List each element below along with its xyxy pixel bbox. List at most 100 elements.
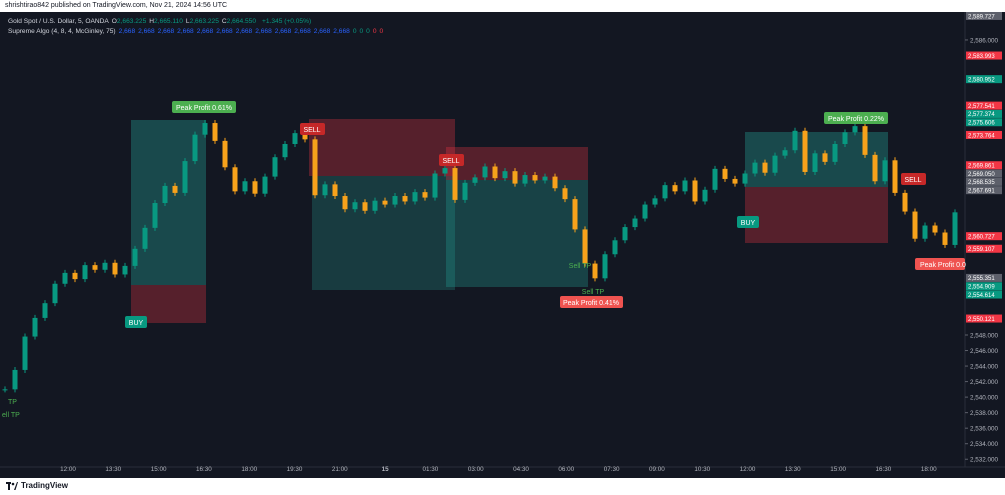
candle <box>142 227 148 249</box>
candle <box>262 176 268 194</box>
price-tag <box>966 186 1002 195</box>
x-tick-label: 06:00 <box>558 466 574 473</box>
candle <box>672 185 678 192</box>
candle <box>542 176 548 181</box>
signal-label: TP <box>8 399 17 406</box>
candle <box>392 196 398 205</box>
counter: 0 <box>352 28 357 35</box>
y-tick-label: 2,538.000 <box>970 410 999 417</box>
price-tag-label: 2,575.606 <box>968 121 995 127</box>
counter: 0 <box>372 28 377 35</box>
y-tick-label: 2,532.000 <box>970 457 999 464</box>
candle <box>62 272 68 284</box>
indicator-value: 2,668 <box>313 28 331 35</box>
candle <box>212 123 218 141</box>
candle <box>452 168 458 200</box>
price-tag-label: 2,569.050 <box>968 172 995 178</box>
candle <box>552 176 558 189</box>
candle <box>192 134 198 162</box>
indicator-value: 2,668 <box>177 28 194 35</box>
publisher-line: shrishtirao842 published on TradingView.… <box>5 2 228 9</box>
price-tag <box>966 161 1002 170</box>
candle <box>732 178 738 184</box>
candle <box>112 262 118 275</box>
candle <box>612 240 618 255</box>
signal-label: BUY <box>129 320 144 327</box>
candle <box>102 262 108 270</box>
candle <box>202 123 208 135</box>
x-tick-label: 15:00 <box>151 466 167 473</box>
price-tag <box>966 232 1002 241</box>
x-tick-label: 15 <box>382 466 390 473</box>
candle <box>662 185 668 199</box>
price-tag-label: 2,567.691 <box>968 188 995 194</box>
candle <box>772 155 778 173</box>
price-tag-label: 2,555.351 <box>968 276 995 282</box>
candle <box>322 184 328 196</box>
candle <box>492 166 498 179</box>
signal-label: SELL <box>303 127 320 134</box>
price-tag-label: 2,577.374 <box>968 112 995 118</box>
signal-label: BUY <box>741 220 756 227</box>
signal-label: Peak Profit 0.22% <box>828 116 884 123</box>
indicator-row: Supreme Algo (4, 8, 4, McGinley, 75) 2,66… <box>8 27 389 37</box>
candle <box>432 173 438 198</box>
indicator-value: 2,668 <box>333 28 350 35</box>
x-tick-label: 18:00 <box>921 466 937 473</box>
candle <box>162 185 168 204</box>
candle <box>752 162 758 174</box>
signal-label: SELL <box>904 177 921 184</box>
symbol: Gold Spot / U.S. Dollar, 5, OANDA <box>8 18 109 25</box>
price-tag <box>966 109 1002 118</box>
candle <box>132 248 138 266</box>
price-tag <box>966 244 1002 253</box>
price-tag-label: 2,560.727 <box>968 234 995 240</box>
x-tick-label: 09:00 <box>649 466 665 473</box>
x-tick-label: 16:30 <box>876 466 892 473</box>
chart: BUY Peak Profit 0.61% SELL SELL Sell TP … <box>0 12 1005 478</box>
candle <box>932 225 938 233</box>
price-tag-label: 2,573.764 <box>968 133 995 139</box>
y-tick-label: 2,542.000 <box>970 379 999 386</box>
ohlc: O2,663.225 H2,665.110 L2,663.225 C2,664.550 <box>112 18 259 25</box>
stop-zone <box>309 119 455 176</box>
price-tag <box>966 12 1002 20</box>
candle <box>332 184 338 197</box>
price-tag-label: 2,580.952 <box>968 77 995 83</box>
x-tick-label: 12:00 <box>60 466 76 473</box>
chart-background <box>0 12 1005 478</box>
candle <box>512 171 518 184</box>
ohlc-item: L2,663.225 <box>186 18 219 25</box>
logo <box>6 481 18 490</box>
candle <box>682 180 688 192</box>
candle <box>282 143 288 158</box>
indicator-value: 2,668 <box>138 28 155 35</box>
candle <box>562 188 568 200</box>
candle <box>892 160 898 193</box>
candle <box>922 225 928 239</box>
indicator-values: 2,668 2,668 2,668 2,668 2,668 2,668 2,668 2,668… <box>119 28 387 35</box>
counter: 0 <box>379 28 384 35</box>
x-tick-label: 16:30 <box>196 466 212 473</box>
candle <box>592 263 598 279</box>
candle <box>702 189 708 202</box>
candle <box>572 199 578 230</box>
candle <box>722 168 728 179</box>
candle <box>502 171 508 179</box>
candle <box>652 198 658 205</box>
price-tag <box>966 273 1002 282</box>
candle <box>22 336 28 370</box>
signal-badge <box>824 112 888 124</box>
price-tag <box>966 177 1002 186</box>
price-tag-label: 2,554.614 <box>968 293 995 299</box>
candle <box>252 181 258 194</box>
symbol-row: Gold Spot / U.S. Dollar, 5, OANDA O2,663.… <box>8 17 389 27</box>
x-tick-label: 19:30 <box>287 466 303 473</box>
candle <box>52 283 58 304</box>
candle <box>82 265 88 280</box>
candle <box>842 132 848 144</box>
price-tag-label: 2,554.909 <box>968 285 995 291</box>
candle <box>742 173 748 184</box>
x-tick-label: 18:00 <box>241 466 257 473</box>
signal-label: Sell TP <box>569 263 592 270</box>
